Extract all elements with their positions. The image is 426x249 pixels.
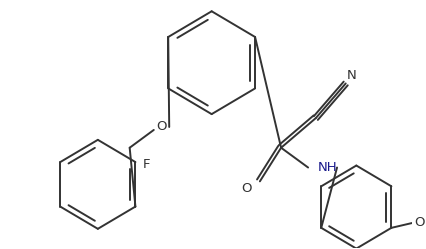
Text: O: O <box>414 216 425 229</box>
Text: O: O <box>156 121 167 133</box>
Text: F: F <box>143 158 151 171</box>
Text: O: O <box>241 182 252 195</box>
Text: NH: NH <box>318 161 337 174</box>
Text: N: N <box>347 69 357 82</box>
